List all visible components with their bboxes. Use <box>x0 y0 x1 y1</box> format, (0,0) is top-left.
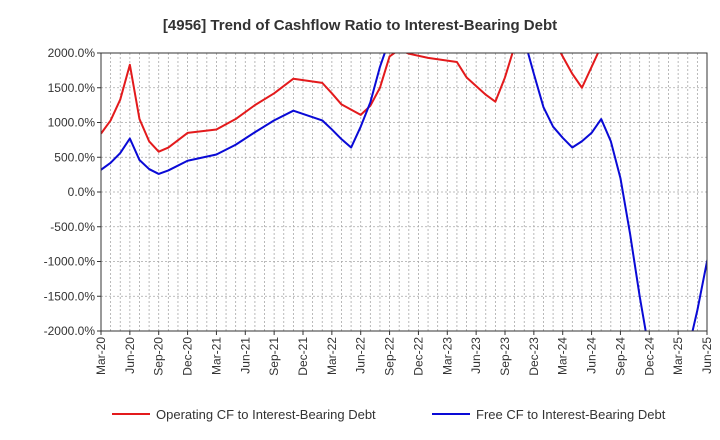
legend-label-2: Free CF to Interest-Bearing Debt <box>476 407 666 422</box>
y-tick-label: 1000.0% <box>48 116 96 130</box>
x-axis: Mar-20 Jun-20 Sep-20 Dec-20 Mar-21 Jun-21 Sep-… <box>94 331 714 376</box>
x-tick-label: Sep-21 <box>267 337 281 376</box>
y-tick-label: -500.0% <box>50 220 95 234</box>
x-tick-label: Jun-20 <box>123 337 137 374</box>
y-tick-label: -2000.0% <box>44 324 96 338</box>
y-tick-label: 0.0% <box>68 185 96 199</box>
x-tick-label: Jun-25 <box>700 337 714 374</box>
x-tick-label: Dec-20 <box>181 337 195 376</box>
series-line-2 <box>101 53 707 331</box>
x-tick-label: Sep-20 <box>152 337 166 376</box>
x-tick-label: Mar-23 <box>440 337 454 375</box>
x-tick-label: Dec-22 <box>411 337 425 376</box>
x-tick-label: Jun-24 <box>585 337 599 374</box>
grid <box>100 52 708 332</box>
x-tick-label: Jun-23 <box>469 337 483 374</box>
x-tick-label: Sep-24 <box>613 337 627 376</box>
x-tick-label: Dec-21 <box>296 337 310 376</box>
x-tick-label: Mar-25 <box>671 337 685 375</box>
x-tick-label: Sep-23 <box>498 337 512 376</box>
y-axis: 2000.0% 1500.0% 1000.0% 500.0% 0.0% -500.0% -1… <box>44 46 101 338</box>
y-tick-label: 500.0% <box>54 150 95 164</box>
legend-label-1: Operating CF to Interest-Bearing Debt <box>156 407 376 422</box>
plot-frame <box>100 52 708 332</box>
x-tick-label: Jun-21 <box>238 337 252 374</box>
x-tick-label: Dec-24 <box>642 337 656 376</box>
x-tick-label: Mar-22 <box>325 337 339 375</box>
chart-title: [4956] Trend of Cashflow Ratio to Intere… <box>163 17 557 34</box>
y-tick-label: 2000.0% <box>48 46 96 60</box>
x-tick-label: Mar-20 <box>94 337 108 375</box>
x-tick-label: Mar-24 <box>556 337 570 375</box>
x-tick-label: Jun-22 <box>354 337 368 374</box>
x-tick-label: Mar-21 <box>209 337 223 375</box>
y-tick-label: 1500.0% <box>48 81 96 95</box>
y-tick-label: -1000.0% <box>44 255 96 269</box>
x-tick-label: Dec-23 <box>527 337 541 376</box>
series-layer <box>101 53 707 331</box>
series-line-1 <box>101 53 600 153</box>
y-tick-label: -1500.0% <box>44 289 96 303</box>
legend: Operating CF to Interest-Bearing Debt Fre… <box>112 407 666 422</box>
x-tick-label: Sep-22 <box>383 337 397 376</box>
